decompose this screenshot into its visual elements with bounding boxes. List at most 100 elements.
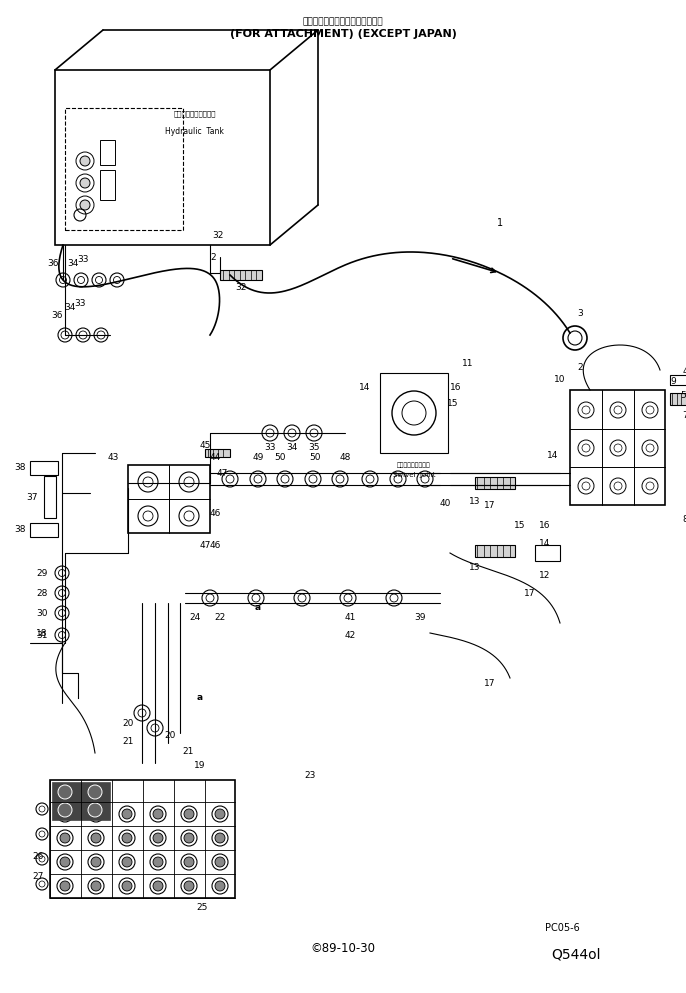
Bar: [100, 140, 115, 165]
Text: 34: 34: [286, 444, 298, 453]
Circle shape: [153, 881, 163, 891]
Circle shape: [215, 857, 225, 867]
Circle shape: [113, 276, 121, 283]
Circle shape: [97, 331, 105, 339]
Circle shape: [58, 590, 65, 597]
Text: 19: 19: [194, 761, 206, 770]
Circle shape: [206, 594, 214, 602]
Circle shape: [122, 857, 132, 867]
Bar: [220, 270, 262, 280]
Circle shape: [60, 809, 70, 819]
Bar: [44, 476, 56, 518]
Text: 20: 20: [122, 719, 134, 728]
Circle shape: [88, 785, 102, 799]
Circle shape: [298, 594, 306, 602]
Circle shape: [61, 331, 69, 339]
Circle shape: [215, 881, 225, 891]
Circle shape: [143, 477, 153, 487]
Circle shape: [646, 406, 654, 414]
Text: 26: 26: [32, 852, 44, 861]
Bar: [65, 107, 183, 230]
Circle shape: [266, 429, 274, 437]
Text: 15: 15: [447, 398, 459, 407]
Circle shape: [80, 178, 90, 188]
Text: 28: 28: [36, 589, 48, 598]
Bar: [380, 373, 448, 453]
Text: 4: 4: [682, 367, 686, 376]
Circle shape: [252, 594, 260, 602]
Circle shape: [215, 833, 225, 843]
Bar: [52, 782, 110, 820]
Text: PC05-6: PC05-6: [545, 923, 580, 933]
Circle shape: [288, 429, 296, 437]
Text: 17: 17: [484, 500, 496, 509]
Circle shape: [153, 857, 163, 867]
Text: 44: 44: [209, 453, 221, 462]
Text: 48: 48: [340, 454, 351, 463]
Bar: [30, 523, 58, 537]
Text: 12: 12: [539, 571, 551, 580]
Circle shape: [58, 803, 72, 817]
Circle shape: [402, 401, 426, 425]
Circle shape: [58, 785, 72, 799]
Text: 24: 24: [189, 614, 200, 623]
Circle shape: [79, 331, 87, 339]
Text: Q544ol: Q544ol: [552, 948, 601, 962]
Text: 13: 13: [469, 563, 481, 573]
Text: 32: 32: [235, 282, 247, 292]
Circle shape: [58, 632, 65, 638]
Text: 33: 33: [264, 444, 276, 453]
Circle shape: [122, 881, 132, 891]
Circle shape: [254, 475, 262, 483]
Text: 2: 2: [210, 252, 216, 261]
Bar: [128, 465, 210, 533]
Text: 14: 14: [539, 538, 551, 547]
Bar: [205, 449, 230, 457]
Circle shape: [122, 809, 132, 819]
Text: 20: 20: [165, 731, 176, 740]
Circle shape: [184, 857, 194, 867]
Circle shape: [184, 511, 194, 521]
Text: 7: 7: [682, 410, 686, 419]
Circle shape: [91, 833, 101, 843]
Circle shape: [390, 594, 398, 602]
Bar: [475, 545, 515, 557]
Text: 29: 29: [36, 569, 48, 578]
Bar: [670, 375, 686, 385]
Circle shape: [60, 857, 70, 867]
Text: 21: 21: [182, 747, 193, 756]
Text: 1: 1: [497, 218, 503, 228]
Text: アタッチメント用　　海　外　図: アタッチメント用 海 外 図: [303, 17, 383, 27]
Text: 10: 10: [554, 375, 565, 384]
Text: 46: 46: [209, 540, 221, 549]
Text: 32: 32: [212, 230, 224, 239]
Text: 33: 33: [78, 254, 88, 263]
Circle shape: [91, 881, 101, 891]
Bar: [535, 545, 560, 561]
Bar: [30, 461, 58, 475]
Text: 30: 30: [36, 609, 48, 618]
Bar: [55, 70, 270, 245]
Text: ©89-10-30: ©89-10-30: [311, 941, 375, 954]
Text: 13: 13: [469, 496, 481, 505]
Bar: [100, 170, 115, 200]
Bar: [670, 393, 686, 405]
Circle shape: [421, 475, 429, 483]
Circle shape: [143, 511, 153, 521]
Text: 27: 27: [32, 872, 44, 881]
Text: 36: 36: [47, 258, 59, 267]
Circle shape: [60, 881, 70, 891]
Circle shape: [394, 475, 402, 483]
Text: 33: 33: [74, 299, 86, 308]
Text: 17: 17: [484, 678, 496, 687]
Text: (FOR ATTACHMENT) (EXCEPT JAPAN): (FOR ATTACHMENT) (EXCEPT JAPAN): [230, 29, 456, 39]
Circle shape: [91, 809, 101, 819]
Text: 3: 3: [577, 309, 583, 318]
Circle shape: [646, 482, 654, 490]
Text: 21: 21: [122, 737, 134, 746]
Circle shape: [138, 709, 146, 717]
Text: 8: 8: [682, 515, 686, 524]
Text: Swivel  Joint: Swivel Joint: [393, 472, 435, 478]
Circle shape: [80, 200, 90, 210]
Circle shape: [614, 482, 622, 490]
